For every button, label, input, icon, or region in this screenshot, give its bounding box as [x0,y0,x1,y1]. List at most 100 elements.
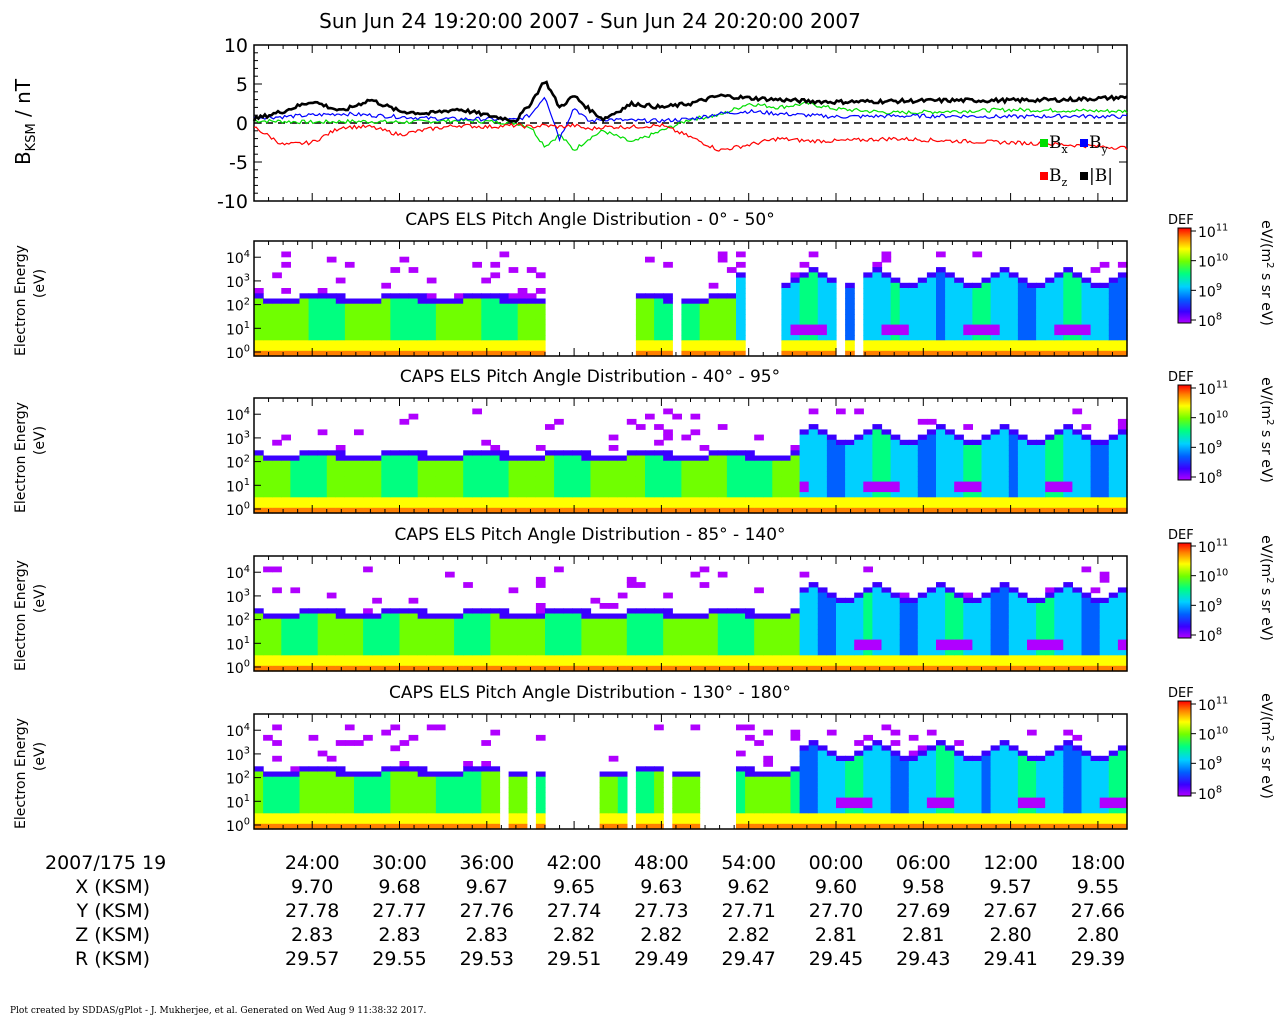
spectrogram-cell [354,624,364,630]
spectrogram-cell [317,639,328,646]
spectrogram-cell [408,597,419,604]
spectrogram-cell [817,776,828,783]
spectrogram-cell [926,655,937,662]
spectrogram-cell [290,613,301,620]
spectrogram-cell [481,460,491,467]
spectrogram-cell [645,335,655,341]
spectrogram-cell [845,629,855,635]
spectrogram-cell [1017,324,1028,331]
spectrogram-cell [1099,644,1110,651]
spectrogram-cell [854,660,864,667]
spectrogram-cell [654,439,664,446]
spectrogram-cell [263,660,273,667]
spectrogram-cell [317,813,328,820]
spectrogram-cell [635,335,646,341]
spectrogram-cell [290,802,301,809]
spectrogram-cell [417,340,428,347]
spectrogram-cell [663,324,673,331]
spectrogram-cell [563,618,573,625]
spectrogram-cell [699,492,710,498]
spectrogram-cell [790,776,801,783]
spectrogram-cell [917,277,928,284]
spectrogram-cell [472,650,482,656]
spectrogram-cell [1117,492,1128,498]
spectrogram-cell [317,644,328,651]
spectrogram-cell [736,492,746,498]
spectrogram-cell [772,481,782,488]
spectrogram-cell [281,629,291,635]
spectrogram-cell [626,466,637,472]
spectrogram-cell [1017,486,1028,493]
spectrogram-cell [381,345,391,352]
spectrogram-cell [545,644,555,651]
mag-y-tick-label: -5 [229,152,248,174]
spectrogram-cell [681,823,692,830]
spectrogram-cell [872,745,883,752]
spectrogram-cell [435,639,446,646]
spectrogram-cell [290,345,301,352]
spectrogram-cell [326,818,337,825]
spectrogram-cell [1072,350,1083,357]
spectrogram-cell [654,455,664,462]
spectrogram-cell [817,802,828,809]
spectrogram-cell [635,319,646,326]
spectrogram-cell [445,771,455,778]
spectrogram-cell [826,340,837,347]
spectrogram-cell [1117,507,1128,514]
spectrogram-cell [708,613,719,620]
spectrogram-cell [263,813,273,820]
spectrogram-cell [845,634,855,641]
spectrogram-cell [936,603,946,609]
spectrogram-cell [272,776,282,783]
spectrogram-cell [654,460,664,467]
spectrogram-cell [926,597,937,604]
spectrogram-cell [654,507,664,514]
spectrogram-cell [608,618,619,625]
spectrogram-cell [1045,471,1055,477]
spectrogram-cell [608,655,619,662]
spectrogram-cell [1081,303,1092,310]
spectrogram-cell [836,624,846,630]
spectrogram-cell [963,481,973,488]
spectrogram-cell [554,450,564,457]
spectrogram-cell [736,665,746,672]
spectrogram-cell [736,481,746,488]
spectrogram-cell [926,439,937,446]
spectrogram-cell [372,823,382,830]
spectrogram-cell [1117,282,1128,289]
colorbar-tick-label: 1010 [1198,252,1228,270]
spectrogram-cell [872,750,883,757]
spectrogram-cell [481,303,491,310]
spectrogram-cell [726,471,737,477]
spectrogram-cell [281,471,291,477]
spectrogram-cell [517,655,528,662]
spectrogram-cell [1081,329,1092,336]
spectrogram-cell [563,455,573,462]
spectrogram-cell [1036,314,1046,320]
spectrogram-cell [545,639,555,646]
spectrogram-cell [335,792,346,799]
spectrogram-cell [635,613,646,620]
spectrogram-cell [381,608,391,615]
spectrogram-cell [954,502,964,509]
spectrogram-cell [908,298,919,305]
spectrogram-cell [854,618,864,625]
spectrogram-cell [326,608,337,615]
spectrogram-cell [826,808,837,814]
spectrogram-cell [1008,460,1019,467]
spectrogram-cell [399,665,410,672]
spectrogram-cell [1081,439,1092,446]
spectrogram-cell [508,639,519,646]
spectrogram-cell [672,502,682,509]
spectrogram-cell [326,766,337,773]
spectrogram-cell [563,460,573,467]
spectrogram-cell [290,792,301,799]
spectrogram-cell [672,665,682,672]
spectrogram-cell [517,329,528,336]
spectrogram-y-tick-label: 103 [226,588,250,606]
spectrogram-cell [972,639,983,646]
spectrogram-cell [326,450,337,457]
spectrogram-cell [808,813,819,820]
spectrogram-cell [308,345,319,352]
spectrogram-cell [535,335,546,341]
